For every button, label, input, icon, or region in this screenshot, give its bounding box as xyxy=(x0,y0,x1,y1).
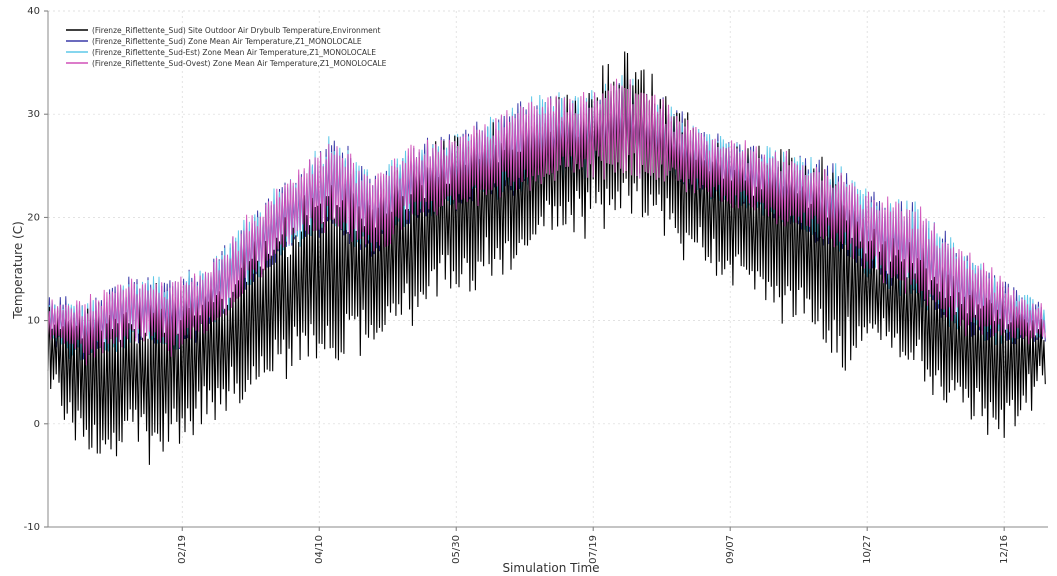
x-tick-label: 12/16 xyxy=(999,535,1010,564)
y-axis-title: Temperature (C) xyxy=(11,221,25,320)
legend-entry: (Firenze_Riflettente_Sud) Site Outdoor A… xyxy=(92,26,380,35)
x-tick-label: 02/19 xyxy=(177,535,188,564)
y-tick-label: 20 xyxy=(27,212,40,223)
x-tick-label: 04/10 xyxy=(314,535,325,564)
x-tick-label: 10/27 xyxy=(862,535,873,564)
y-tick-label: -10 xyxy=(24,522,40,533)
legend-entry: (Firenze_Riflettente_Sud-Ovest) Zone Mea… xyxy=(92,59,387,68)
series-line-1 xyxy=(47,51,1046,465)
x-tick-label: 09/07 xyxy=(725,535,736,564)
x-tick-label: 05/30 xyxy=(451,535,462,564)
axes-layer: -10 0 10 20 30 40 02/19 04/10 05/30 07/19 09/07 10/… xyxy=(24,6,1048,564)
y-tick-label: 0 xyxy=(34,419,40,430)
x-axis-title: Simulation Time xyxy=(502,561,599,575)
series-line-4 xyxy=(47,78,1046,366)
y-tick-label: 10 xyxy=(27,316,40,327)
legend-entry: (Firenze_Riflettente_Sud) Zone Mean Air … xyxy=(92,37,362,46)
legend-entry: (Firenze_Riflettente_Sud-Est) Zone Mean … xyxy=(92,48,376,57)
series-layer xyxy=(47,51,1046,465)
x-tick-label: 07/19 xyxy=(588,535,599,564)
y-tick-label: 40 xyxy=(27,6,40,17)
legend: (Firenze_Riflettente_Sud) Site Outdoor A… xyxy=(66,26,387,68)
y-tick-label: 30 xyxy=(27,109,40,120)
